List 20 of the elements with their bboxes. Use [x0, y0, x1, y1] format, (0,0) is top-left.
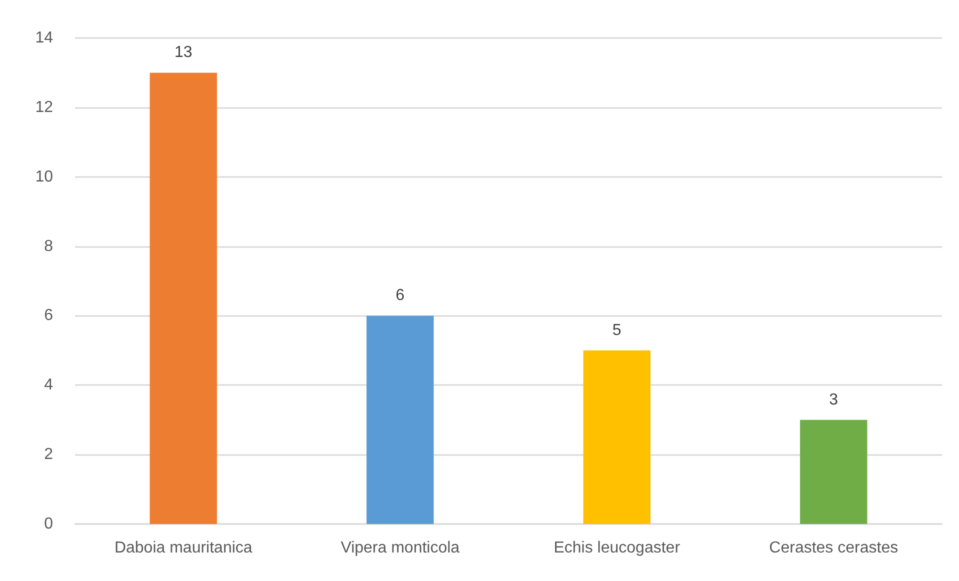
- y-tick-label: 10: [35, 168, 54, 186]
- data-label: 5: [612, 322, 622, 339]
- y-tick-label: 8: [44, 238, 54, 255]
- bar: [366, 316, 434, 524]
- data-label: 13: [174, 44, 192, 62]
- bar: [800, 420, 868, 524]
- data-label: 6: [396, 287, 405, 304]
- x-tick-label: Daboia mauritanica: [114, 540, 252, 556]
- y-tick-label: 6: [44, 307, 54, 324]
- x-tick-label: Echis leucogaster: [554, 540, 681, 556]
- bar: [583, 350, 650, 524]
- bar: [150, 72, 217, 524]
- x-tick-label: Vipera monticola: [340, 540, 460, 556]
- y-tick-label: 12: [35, 98, 54, 116]
- x-tick-label: Cerastes cerastes: [769, 540, 898, 556]
- y-tick-label: 4: [44, 376, 54, 394]
- data-label: 3: [829, 391, 838, 408]
- y-tick-label: 14: [35, 30, 54, 46]
- y-tick-label: 0: [44, 516, 54, 532]
- y-tick-label: 2: [44, 446, 54, 464]
